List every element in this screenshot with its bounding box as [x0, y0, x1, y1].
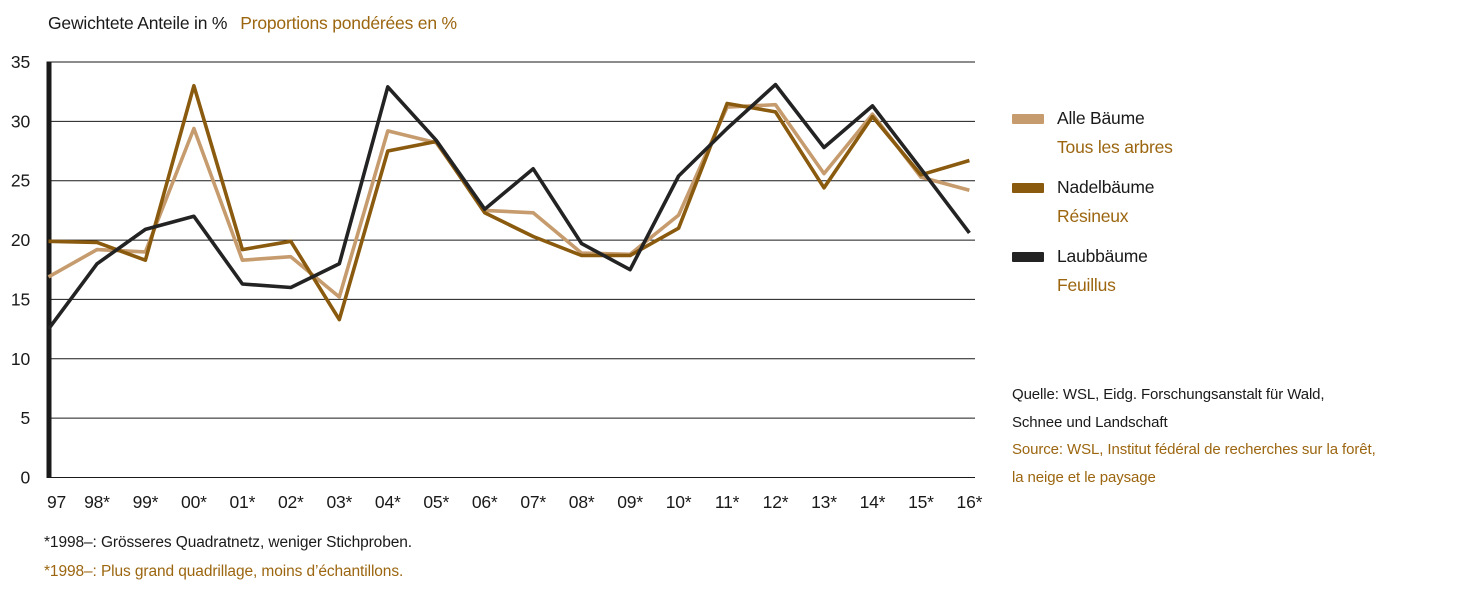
legend-swatch-all-trees: [1012, 114, 1044, 124]
y-tick-label: 0: [20, 467, 30, 487]
legend-label-broadleaves-de: Laubbäume: [1057, 246, 1148, 266]
footnotes: *1998–: Grösseres Quadratnetz, weniger S…: [44, 529, 412, 586]
legend-label-conifers-fr: Résineux: [1057, 206, 1129, 226]
x-tick-label: 06*: [472, 492, 498, 512]
source-french-line1: Source: WSL, Institut fédéral de recherc…: [1012, 441, 1376, 458]
y-tick-label: 30: [11, 111, 31, 131]
source-german-line2: Schnee und Landschaft: [1012, 413, 1168, 431]
legend-item-conifers: Nadelbäume Résineux: [1012, 173, 1173, 231]
x-tick-label: 13*: [811, 492, 837, 512]
legend-item-broadleaves: Laubbäume Feuillus: [1012, 242, 1173, 300]
legend-swatch-broadleaves: [1012, 252, 1044, 262]
x-tick-label: 11*: [715, 492, 740, 512]
y-tick-label: 25: [11, 171, 30, 191]
x-tick-label: 02*: [278, 492, 304, 512]
source-french-line2: la neige et le paysage: [1012, 468, 1156, 486]
series-line-alle-baeume: [47, 102, 970, 299]
line-chart-plot: 35 30 25 20 15 10 5 0 97 98* 99* 00* 01* 02* 03* 04* 05*…: [11, 52, 983, 512]
legend-item-all-trees: Alle Bäume Tous les arbres: [1012, 104, 1173, 162]
footnote-german: *1998–: Grösseres Quadratnetz, weniger S…: [44, 534, 412, 551]
x-tick-label: 12*: [763, 492, 789, 512]
x-tick-label: 07*: [520, 492, 546, 512]
y-tick-label: 35: [11, 52, 30, 72]
chart-title-german: Gewichtete Anteile in %: [48, 13, 228, 33]
y-tick-label: 10: [11, 349, 31, 369]
legend-label-conifers-de: Nadelbäume: [1057, 177, 1155, 197]
x-tick-label: 01*: [230, 492, 256, 512]
chart-legend: Alle Bäume Tous les arbres Nadelbäume Ré…: [1012, 104, 1173, 311]
y-tick-label: 5: [20, 408, 30, 428]
source-attribution: Quelle: WSL, Eidg. Forschungsanstalt für…: [1012, 381, 1376, 491]
legend-label-broadleaves-fr: Feuillus: [1057, 275, 1116, 295]
x-tick-label: 03*: [326, 492, 352, 512]
x-tick-label: 10*: [666, 492, 692, 512]
y-tick-label: 15: [11, 289, 30, 309]
footnote-french: *1998–: Plus grand quadrillage, moins d’…: [44, 562, 404, 580]
x-tick-label: 09*: [617, 492, 643, 512]
source-german-line1: Quelle: WSL, Eidg. Forschungsanstalt für…: [1012, 386, 1325, 403]
x-tick-label: 04*: [375, 492, 401, 512]
x-tick-label: 97: [47, 492, 66, 512]
x-tick-label: 08*: [569, 492, 595, 512]
y-axis: [46, 61, 52, 478]
x-tick-label: 05*: [423, 492, 449, 512]
x-tick-label: 98*: [84, 492, 110, 512]
chart-title-french: Proportions pondérées en %: [240, 13, 457, 33]
x-tick-label: 00*: [181, 492, 207, 512]
x-tick-label: 99*: [133, 492, 159, 512]
x-tick-label: 15*: [908, 492, 934, 512]
x-tick-label: 16*: [957, 492, 983, 512]
legend-label-all-trees-de: Alle Bäume: [1057, 108, 1145, 128]
legend-label-all-trees-fr: Tous les arbres: [1057, 137, 1173, 157]
chart-title: Gewichtete Anteile in % Proportions pond…: [48, 13, 457, 34]
series-line-laubbaeume: [47, 82, 971, 331]
x-tick-label: 14*: [860, 492, 886, 512]
y-tick-label: 20: [11, 230, 31, 250]
legend-swatch-conifers: [1012, 183, 1044, 193]
series-line-nadelbaeume: [48, 83, 970, 322]
